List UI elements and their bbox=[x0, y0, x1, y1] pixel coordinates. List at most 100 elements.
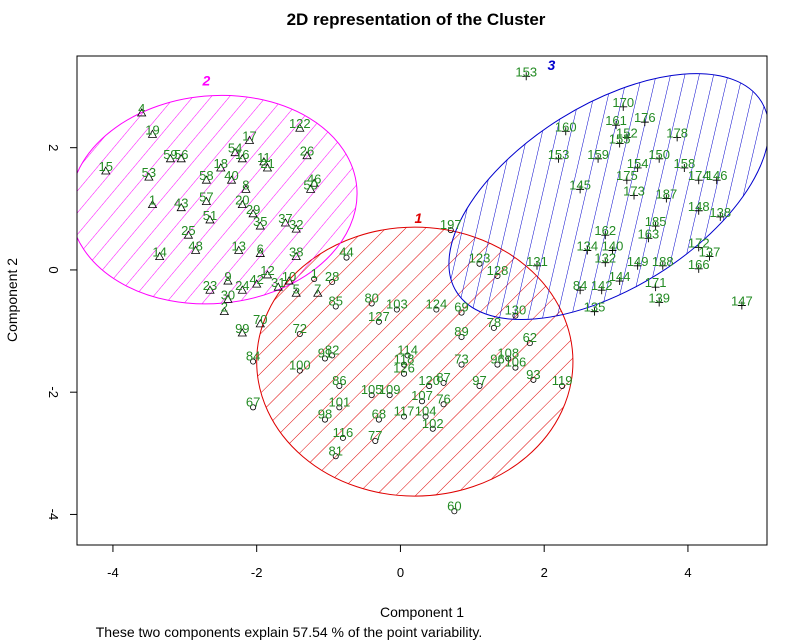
point-marker bbox=[321, 355, 328, 362]
point-label: 19 bbox=[145, 122, 159, 137]
point-marker bbox=[655, 154, 664, 163]
point-marker bbox=[136, 108, 147, 117]
point-label: 18 bbox=[214, 156, 228, 171]
point-marker bbox=[237, 153, 248, 163]
point-marker bbox=[583, 246, 592, 255]
point-label: 11 bbox=[257, 150, 271, 165]
point-label: 146 bbox=[706, 168, 728, 183]
point-marker bbox=[633, 261, 642, 270]
point-label: 7 bbox=[314, 281, 321, 296]
point-marker bbox=[716, 212, 725, 221]
point-label: 131 bbox=[526, 254, 548, 269]
point-marker bbox=[368, 392, 375, 399]
point-marker bbox=[494, 272, 501, 279]
point-label: 119 bbox=[552, 373, 573, 388]
point-marker bbox=[418, 398, 425, 405]
point-label: 100 bbox=[289, 358, 311, 373]
cluster-labels: 1 2 3 bbox=[201, 57, 555, 226]
point-label: 78 bbox=[487, 315, 501, 330]
point-marker bbox=[440, 401, 447, 408]
point-label: 72 bbox=[293, 321, 307, 336]
point-label: 155 bbox=[609, 132, 631, 147]
point-marker bbox=[250, 404, 257, 411]
point-markers bbox=[101, 72, 746, 515]
cluster-1-label: 1 bbox=[415, 210, 423, 226]
cluster-3-ellipse bbox=[448, 73, 767, 321]
point-marker bbox=[705, 252, 714, 261]
point-marker bbox=[451, 508, 458, 515]
point-label: 48 bbox=[188, 238, 202, 253]
point-marker bbox=[561, 127, 570, 136]
point-label: 122 bbox=[289, 116, 311, 131]
point-label: 124 bbox=[426, 297, 448, 312]
x-axis-label: Component 1 bbox=[380, 604, 464, 620]
point-marker bbox=[662, 194, 671, 203]
point-marker bbox=[615, 139, 624, 148]
point-marker bbox=[619, 102, 628, 111]
point-label: 103 bbox=[386, 297, 408, 312]
point-label: 87 bbox=[436, 370, 450, 385]
point-label: 91 bbox=[318, 345, 332, 360]
point-label: 84 bbox=[573, 278, 587, 293]
point-label: 54 bbox=[228, 141, 242, 156]
point-label: 170 bbox=[612, 95, 634, 110]
point-marker bbox=[201, 196, 212, 205]
point-marker bbox=[615, 277, 624, 286]
point-label: 30 bbox=[221, 287, 235, 302]
point-label: 140 bbox=[602, 238, 624, 253]
point-label: 62 bbox=[523, 330, 537, 345]
point-marker bbox=[343, 254, 350, 261]
point-marker bbox=[223, 276, 233, 285]
point-label: 4 bbox=[138, 101, 145, 116]
point-label: 116 bbox=[333, 425, 354, 440]
point-label: 56 bbox=[174, 147, 188, 162]
point-marker bbox=[154, 251, 165, 260]
point-label: 114 bbox=[397, 342, 418, 357]
point-label: 37 bbox=[278, 211, 292, 226]
point-label: 153 bbox=[515, 64, 537, 79]
point-label: 126 bbox=[393, 361, 415, 376]
point-marker bbox=[594, 154, 603, 163]
point-label: 57 bbox=[199, 190, 213, 205]
point-marker bbox=[651, 283, 660, 292]
point-label: 153 bbox=[548, 147, 570, 162]
point-label: 172 bbox=[688, 235, 710, 250]
point-label: 130 bbox=[505, 303, 527, 318]
point-label: 29 bbox=[246, 202, 260, 217]
point-label: 77 bbox=[368, 428, 382, 443]
point-marker bbox=[201, 175, 212, 184]
point-label: 185 bbox=[645, 214, 667, 229]
point-label: 31 bbox=[271, 275, 285, 290]
point-marker bbox=[223, 294, 233, 303]
point-label: 128 bbox=[487, 263, 509, 278]
y-tick-label: -2 bbox=[46, 386, 61, 398]
point-marker bbox=[241, 184, 251, 193]
x-tick-label: 2 bbox=[541, 565, 548, 580]
point-marker bbox=[226, 175, 237, 184]
point-label: 24 bbox=[235, 278, 249, 293]
point-label: 108 bbox=[497, 345, 519, 360]
point-marker bbox=[655, 298, 664, 307]
point-label: 6 bbox=[257, 242, 264, 257]
y-tick-label: 2 bbox=[46, 144, 61, 151]
point-marker bbox=[630, 191, 639, 200]
point-marker bbox=[205, 285, 215, 294]
point-marker bbox=[255, 319, 265, 328]
point-marker bbox=[433, 306, 440, 313]
point-marker bbox=[429, 425, 436, 432]
point-label: 76 bbox=[436, 391, 450, 406]
point-marker bbox=[183, 230, 194, 239]
point-label: 43 bbox=[174, 196, 188, 211]
point-label: 176 bbox=[634, 110, 656, 125]
point-label: 137 bbox=[699, 245, 721, 260]
point-label: 40 bbox=[224, 168, 238, 183]
point-label: 132 bbox=[594, 251, 616, 266]
point-marker bbox=[251, 279, 262, 288]
point-label: 21 bbox=[260, 156, 274, 171]
point-label: 1 bbox=[311, 266, 318, 281]
point-label: 2 bbox=[221, 300, 228, 315]
point-marker bbox=[176, 202, 186, 212]
point-label: 38 bbox=[289, 245, 303, 260]
point-label: 59 bbox=[163, 147, 177, 162]
point-label: 101 bbox=[328, 394, 350, 409]
